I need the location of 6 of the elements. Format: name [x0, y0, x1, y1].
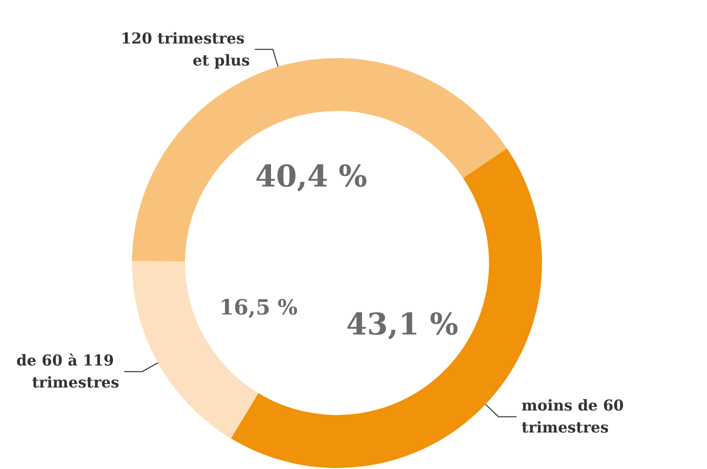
data-label: 40,4 %: [255, 159, 368, 194]
slice-label: moins de 60 trimestres: [522, 396, 630, 437]
slice-label: 120 trimestres et plus: [120, 29, 250, 70]
slice-label: de 60 à 119 trimestres: [16, 352, 120, 392]
data-label: 16,5 %: [219, 294, 298, 320]
data-label: 43,1 %: [346, 308, 458, 343]
